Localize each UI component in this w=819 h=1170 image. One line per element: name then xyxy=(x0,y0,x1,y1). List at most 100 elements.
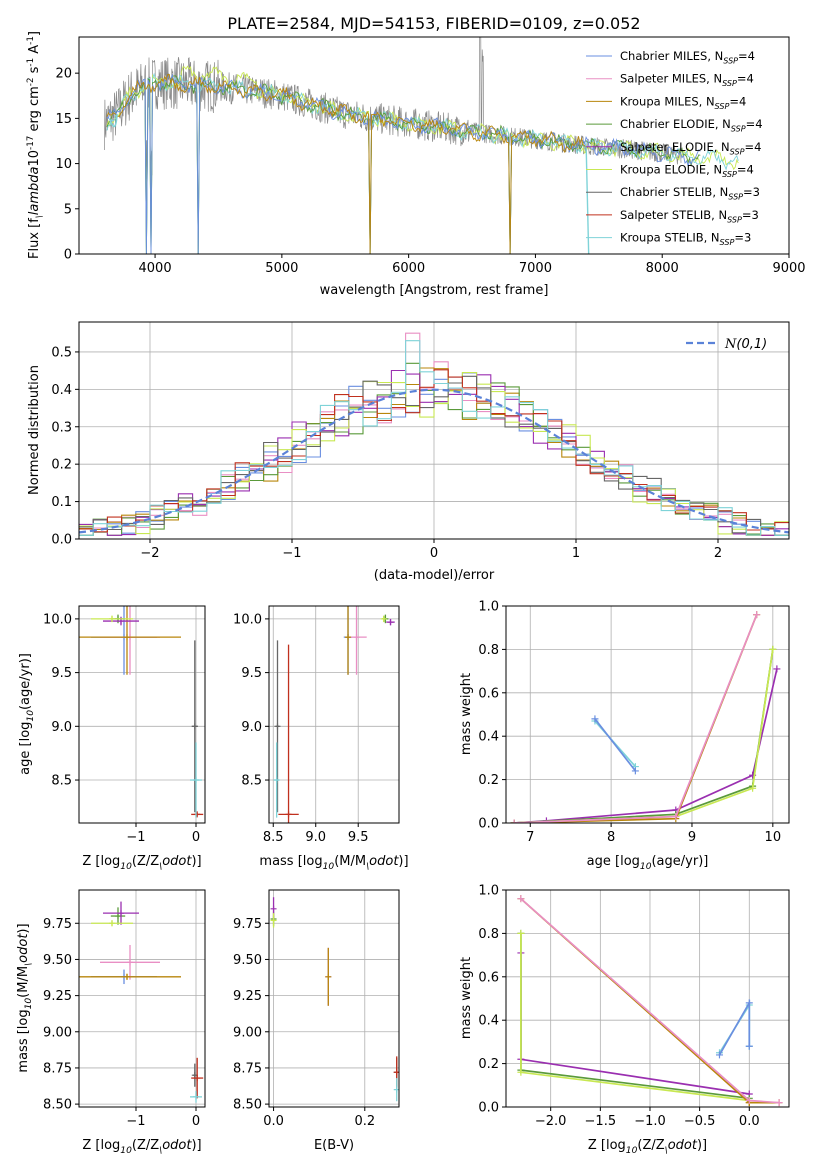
weight-vs-age-panel-ytick-label: 0.8 xyxy=(478,643,499,658)
residuals-panel-ytick-label: 0.1 xyxy=(51,495,72,510)
mass-vs-ebv-panel-axes: 0.0 0.2 8.50 8.75 9.00 9.25 9.50 9.75 xyxy=(233,889,400,1129)
model-spectrum-line xyxy=(106,73,701,254)
mass-vs-ebv-panel-ytick-label: 9.00 xyxy=(233,1025,262,1040)
spectrum-panel-axes: 4000 5000 6000 7000 8000 9000 0 5 10 15 20 Chabrier… xyxy=(55,36,806,276)
mass-vs-Z-panel-point xyxy=(127,959,133,966)
age-vs-mass-panel-point xyxy=(273,777,280,784)
residuals-panel-ytick-label: 0.3 xyxy=(51,420,72,435)
mass-vs-Z-panel-point xyxy=(118,910,124,917)
weight-vs-age-panel-series-line xyxy=(514,614,758,823)
legend-label: Salpeter STELIB, NSSP=3 xyxy=(620,208,759,224)
spectrum-panel-xtick-label: 6000 xyxy=(392,261,425,276)
legend-label: Kroupa STELIB, NSSP=3 xyxy=(620,231,751,247)
weight-vs-Z-panel-ytick-label: 1.0 xyxy=(478,884,499,899)
age-vs-Z-panel-point xyxy=(124,634,130,641)
age-vs-Z-panel-ytick-label: 10.0 xyxy=(43,612,72,627)
y-axis-label: mass weight xyxy=(459,957,474,1039)
mass-vs-Z-panel-axes: −1 0 8.50 8.75 9.00 9.25 9.50 9.75 xyxy=(43,889,206,1129)
weight-vs-age-panel-series-point xyxy=(773,665,781,673)
age-vs-mass-panel-ytick-label: 9.5 xyxy=(241,666,262,681)
mass-vs-Z-panel-point xyxy=(193,1093,199,1100)
age-vs-mass-panel-xtick-label: 8.5 xyxy=(263,830,284,845)
weight-vs-Z-panel-series-point xyxy=(745,999,753,1007)
age-vs-Z-panel-ytick-label: 9.0 xyxy=(51,720,72,735)
weight-vs-Z-panel-series-point xyxy=(745,1096,753,1104)
age-vs-Z-panel-point xyxy=(191,723,198,730)
weight-vs-Z-panel-xtick-label: −1.5 xyxy=(585,1114,617,1129)
residuals-panel-xtick-label: 2 xyxy=(714,546,722,561)
weight-vs-age-panel-series-point xyxy=(672,812,680,820)
residuals-panel-axes: −2 −1 0 1 2 0.0 0.1 0.2 0.3 0.4 0.5 xyxy=(51,321,790,561)
age-vs-mass-panel-point xyxy=(353,634,360,641)
weight-vs-Z-panel-ytick-label: 0.8 xyxy=(478,927,499,942)
mass-vs-Z-panel-point xyxy=(124,973,130,980)
age-vs-Z-panel-frame xyxy=(78,605,206,824)
age-vs-mass-panel-point xyxy=(387,619,394,626)
weight-vs-Z-panel-ytick-label: 0.4 xyxy=(478,1014,499,1029)
age-vs-Z-panel-point xyxy=(194,811,201,818)
weight-vs-age-panel-xtick-label: 7 xyxy=(526,830,534,845)
weight-vs-age-panel-axes: 7 8 9 10 0.0 0.2 0.4 0.6 0.8 1.0 xyxy=(478,600,790,845)
weight-vs-age-panel-series-point xyxy=(510,819,518,823)
x-axis-label: wavelength [Angstrom, rest frame] xyxy=(320,283,549,298)
weight-vs-Z-panel-series-point xyxy=(715,1051,723,1059)
weight-vs-Z-panel-ytick-label: 0.2 xyxy=(478,1057,499,1072)
residuals-panel-ytick-label: 0.0 xyxy=(51,533,72,548)
weight-vs-Z-panel-series-point xyxy=(517,895,525,903)
weight-vs-age-panel-ytick-label: 1.0 xyxy=(478,600,499,615)
x-axis-label: E(B-V) xyxy=(314,1138,354,1153)
residuals-panel-ytick-label: 0.5 xyxy=(51,345,72,360)
mass-vs-ebv-panel-point xyxy=(270,917,277,924)
spectrum-panel-ytick-label: 0 xyxy=(64,248,72,263)
residuals-panel-frame xyxy=(78,321,790,540)
y-axis-label: age [log10(age/yr)] xyxy=(18,653,36,775)
mass-vs-ebv-panel-plot-area xyxy=(270,897,399,1102)
weight-vs-Z-panel-series-point xyxy=(775,1099,783,1107)
mass-vs-ebv-panel-xtick-label: 0.0 xyxy=(263,1114,284,1129)
age-vs-Z-panel-plot-area xyxy=(79,606,204,818)
mass-vs-ebv-panel-ytick-label: 9.50 xyxy=(233,953,262,968)
age-vs-Z-panel-ytick-label: 8.5 xyxy=(51,774,72,789)
spectrum-panel-xtick-label: 9000 xyxy=(772,261,805,276)
mass-vs-ebv-panel-point xyxy=(270,905,277,912)
residuals-panel-ytick-label: 0.4 xyxy=(51,383,72,398)
mass-vs-ebv-panel-frame xyxy=(268,889,400,1108)
mass-vs-Z-panel-ytick-label: 9.00 xyxy=(43,1025,72,1040)
spectrum-panel-ytick-label: 20 xyxy=(55,67,72,82)
weight-vs-age-panel-frame xyxy=(505,605,790,824)
age-vs-Z-panel-xtick-label: −1 xyxy=(126,830,145,845)
model-spectrum-edge xyxy=(585,145,590,254)
age-vs-mass-panel-axes: 8.5 9.0 9.5 8.5 9.0 9.5 10.0 xyxy=(233,605,400,845)
chart-title: PLATE=2584, MJD=54153, FIBERID=0109, z=0… xyxy=(227,14,640,33)
mass-vs-Z-panel-point xyxy=(194,1075,201,1082)
weight-vs-age-panel-ytick-label: 0.6 xyxy=(478,686,499,701)
legend-label: N(0,1) xyxy=(724,337,767,352)
age-vs-Z-panel-xtick-label: 0 xyxy=(192,830,200,845)
legend-label: Kroupa MILES, NSSP=4 xyxy=(620,94,746,110)
weight-vs-age-panel-series-point xyxy=(631,767,639,775)
mass-vs-Z-panel-point xyxy=(115,913,121,920)
y-axis-label: mass [log10(M/M\odot)] xyxy=(16,923,34,1072)
age-vs-mass-panel-ytick-label: 8.5 xyxy=(241,774,262,789)
age-vs-Z-panel-point xyxy=(109,615,115,622)
weight-vs-age-panel-plot-area xyxy=(510,611,781,823)
age-vs-mass-panel-point xyxy=(345,634,352,641)
y-axis-label: mass weight xyxy=(459,673,474,755)
weight-vs-age-panel-xtick-label: 8 xyxy=(607,830,615,845)
y-axis-label: Flux [f\lambda10-17 erg cm-2 s-1 A-1] xyxy=(26,31,45,259)
age-vs-mass-panel-point xyxy=(285,811,292,818)
spectrum-panel-ytick-label: 5 xyxy=(64,202,72,217)
age-vs-mass-panel-ytick-label: 10.0 xyxy=(233,612,262,627)
residuals-panel-xtick-label: 0 xyxy=(430,546,438,561)
age-vs-mass-panel-point xyxy=(380,615,387,622)
observed-spectrum-line xyxy=(104,37,682,181)
x-axis-label: (data-model)/error xyxy=(374,568,495,583)
age-vs-mass-panel-ytick-label: 9.0 xyxy=(241,720,262,735)
residuals-panel-xtick-label: 1 xyxy=(572,546,580,561)
mass-vs-Z-panel-xtick-label: −1 xyxy=(126,1114,145,1129)
legend-label: Kroupa ELODIE, NSSP=4 xyxy=(620,163,754,179)
spectrum-panel-xtick-label: 7000 xyxy=(519,261,552,276)
mass-vs-Z-panel-ytick-label: 9.25 xyxy=(43,989,72,1004)
weight-vs-Z-panel-series-point xyxy=(517,929,525,937)
weight-vs-age-panel-xtick-label: 9 xyxy=(688,830,696,845)
